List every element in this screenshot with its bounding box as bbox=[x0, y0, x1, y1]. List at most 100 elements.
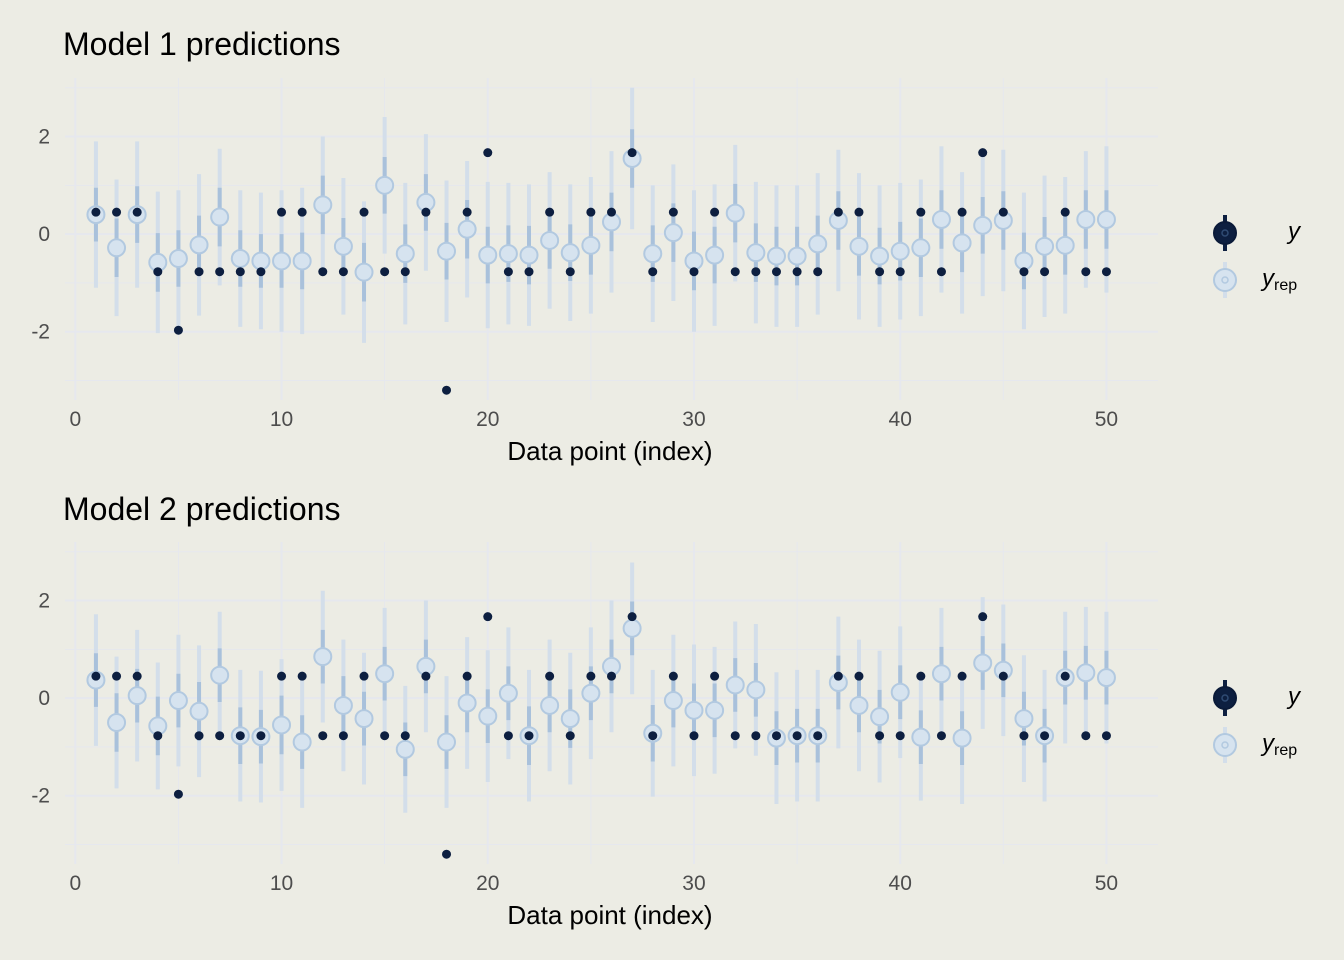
y-point bbox=[771, 731, 781, 741]
y-point bbox=[978, 612, 988, 622]
panel-1-legend-y-key bbox=[1213, 215, 1237, 251]
y-point bbox=[235, 731, 245, 741]
yrep-point bbox=[560, 243, 580, 263]
y-point bbox=[421, 671, 431, 681]
yrep-point bbox=[870, 246, 890, 266]
y-point bbox=[1101, 267, 1111, 277]
y-point bbox=[132, 207, 142, 217]
y-point bbox=[462, 207, 472, 217]
y-point bbox=[483, 148, 493, 158]
y-point bbox=[277, 207, 287, 217]
yrep-point bbox=[705, 245, 725, 265]
yrep-point bbox=[931, 209, 951, 229]
y-point bbox=[380, 731, 390, 741]
y-point bbox=[565, 267, 575, 277]
x-tick-label: 10 bbox=[270, 872, 293, 895]
panel-1-title: Model 1 predictions bbox=[63, 26, 340, 62]
yrep-point bbox=[189, 701, 209, 721]
y-tick-label: 2 bbox=[38, 126, 50, 149]
yrep-point bbox=[581, 683, 601, 703]
yrep-point bbox=[519, 245, 539, 265]
y-point bbox=[380, 267, 390, 277]
x-tick-label: 30 bbox=[682, 872, 705, 895]
y-point bbox=[895, 267, 905, 277]
panel-1-x-axis-label: Data point (index) bbox=[507, 436, 712, 466]
y-point bbox=[751, 731, 761, 741]
y-point bbox=[338, 267, 348, 277]
y-point bbox=[194, 731, 204, 741]
yrep-point bbox=[292, 251, 312, 271]
panel-2-y-ticks: -2 0 2 bbox=[31, 590, 50, 808]
y-tick-label: -2 bbox=[31, 321, 50, 344]
yrep-point bbox=[168, 691, 188, 711]
y-point bbox=[1019, 267, 1029, 277]
yrep-point bbox=[354, 709, 374, 729]
y-point bbox=[503, 731, 513, 741]
panel-2-title: Model 2 predictions bbox=[63, 491, 340, 527]
y-point bbox=[998, 207, 1008, 217]
yrep-point bbox=[808, 234, 828, 254]
panel-1-legend: y yrep bbox=[1213, 215, 1302, 298]
yrep-point bbox=[746, 680, 766, 700]
yrep-point bbox=[230, 249, 250, 269]
yrep-point bbox=[1076, 663, 1096, 683]
legend-yrep-key-inner bbox=[1221, 276, 1229, 284]
panel-2-legend: y yrep bbox=[1213, 680, 1302, 763]
yrep-point bbox=[787, 246, 807, 266]
yrep-point bbox=[107, 238, 127, 258]
yrep-point bbox=[540, 230, 560, 250]
yrep-point bbox=[911, 238, 931, 258]
y-point bbox=[978, 148, 988, 158]
panel-2-legend-yrep-key bbox=[1213, 727, 1237, 763]
y-point bbox=[689, 731, 699, 741]
legend-yrep-key-point bbox=[1213, 268, 1237, 292]
y-point bbox=[318, 731, 328, 741]
yrep-point bbox=[560, 709, 580, 729]
y-point bbox=[854, 671, 864, 681]
yrep-point bbox=[313, 647, 333, 667]
y-point bbox=[957, 671, 967, 681]
legend-yrep-key-point bbox=[1213, 733, 1237, 757]
yrep-point bbox=[292, 732, 312, 752]
yrep-point bbox=[1014, 709, 1034, 729]
y-point bbox=[1060, 207, 1070, 217]
y-point bbox=[648, 267, 658, 277]
yrep-point bbox=[540, 695, 560, 715]
y-point bbox=[1081, 267, 1091, 277]
yrep-point bbox=[973, 215, 993, 235]
y-point bbox=[895, 731, 905, 741]
yrep-point bbox=[1014, 251, 1034, 271]
yrep-point bbox=[375, 664, 395, 684]
yrep-point bbox=[725, 203, 745, 223]
y-point bbox=[545, 671, 555, 681]
yrep-point bbox=[849, 695, 869, 715]
yrep-point bbox=[189, 235, 209, 255]
y-point bbox=[442, 849, 452, 859]
yrep-point bbox=[622, 618, 642, 638]
y-point bbox=[916, 671, 926, 681]
panel-1-legend-yrep-label: yrep bbox=[1260, 265, 1297, 294]
yrep-point bbox=[333, 236, 353, 256]
panel-2: Model 2 predictions 0 10 20 30 40 50 -2 0 2 Dat… bbox=[31, 491, 1158, 930]
yrep-point bbox=[272, 715, 292, 735]
y-point bbox=[1019, 731, 1029, 741]
y-point bbox=[565, 731, 575, 741]
y-point bbox=[400, 267, 410, 277]
yrep-point bbox=[931, 664, 951, 684]
yrep-point bbox=[272, 251, 292, 271]
yrep-point bbox=[478, 245, 498, 265]
yrep-point bbox=[1076, 209, 1096, 229]
yrep-point bbox=[107, 713, 127, 733]
yrep-point bbox=[1035, 236, 1055, 256]
x-tick-label: 40 bbox=[889, 872, 912, 895]
yrep-point bbox=[705, 700, 725, 720]
yrep-point bbox=[354, 262, 374, 282]
yrep-point bbox=[663, 691, 683, 711]
yrep-point bbox=[890, 682, 910, 702]
y-point bbox=[1060, 671, 1070, 681]
y-point bbox=[751, 267, 761, 277]
y-point bbox=[173, 789, 183, 799]
yrep-point bbox=[333, 695, 353, 715]
